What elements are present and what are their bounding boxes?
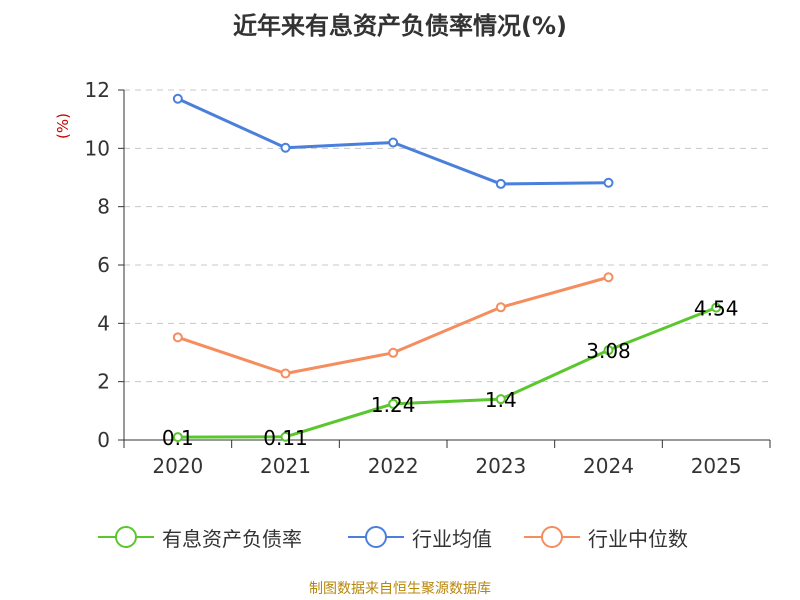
x-tick-label: 2022 bbox=[368, 454, 419, 478]
data-point bbox=[388, 347, 399, 358]
y-tick-label: 6 bbox=[97, 253, 110, 277]
data-point bbox=[280, 431, 291, 442]
chart-title: 近年来有息资产负债率情况(%) bbox=[233, 12, 567, 40]
x-tick-label: 2020 bbox=[152, 454, 203, 478]
data-point bbox=[495, 394, 506, 405]
source-note: 制图数据来自恒生聚源数据库 bbox=[309, 581, 491, 597]
axes: 0 2 4 6 8 10 12 (%) 2020 2021 2022 2023 2024 2025 bbox=[54, 78, 771, 478]
y-axis-label: (%) bbox=[54, 113, 72, 139]
data-label: 1.4 bbox=[485, 388, 517, 412]
data-point bbox=[495, 302, 506, 313]
data-point bbox=[388, 398, 399, 409]
data-label: 4.54 bbox=[694, 297, 739, 321]
y-tick-label: 8 bbox=[97, 195, 110, 219]
data-label: 3.08 bbox=[586, 339, 631, 363]
legend-item[interactable]: 有息资产负债率 bbox=[96, 519, 302, 555]
y-tick-label: 2 bbox=[97, 370, 110, 394]
series-line bbox=[177, 306, 717, 439]
data-label: 0.11 bbox=[263, 426, 308, 450]
data-point bbox=[495, 178, 506, 189]
legend-label: 有息资产负债率 bbox=[162, 526, 302, 551]
legend-marker bbox=[98, 526, 154, 548]
y-tick-label: 12 bbox=[85, 78, 110, 102]
data-point bbox=[388, 137, 399, 148]
data-point bbox=[603, 272, 614, 283]
legend-marker bbox=[524, 526, 580, 548]
legend-label: 行业均值 bbox=[412, 526, 492, 551]
x-tick-label: 2023 bbox=[475, 454, 526, 478]
legend-item[interactable]: 行业中位数 bbox=[522, 519, 688, 555]
legend-marker bbox=[348, 526, 404, 548]
grid-lines bbox=[124, 89, 770, 383]
data-label: 1.24 bbox=[371, 393, 416, 417]
data-point bbox=[280, 142, 291, 153]
y-tick-label: 0 bbox=[97, 428, 110, 452]
x-tick-label: 2025 bbox=[691, 454, 742, 478]
data-point bbox=[172, 93, 183, 104]
data-point bbox=[603, 345, 614, 356]
data-label: 0.1 bbox=[162, 426, 194, 450]
series-lines bbox=[172, 93, 722, 443]
data-labels: 0.1 0.11 1.24 1.4 3.08 4.54 bbox=[162, 297, 739, 451]
y-tick-label: 4 bbox=[97, 311, 110, 335]
x-tick-label: 2024 bbox=[583, 454, 634, 478]
legend-item[interactable]: 行业均值 bbox=[346, 519, 492, 555]
data-point bbox=[280, 368, 291, 379]
data-point bbox=[603, 177, 614, 188]
y-tick-label: 10 bbox=[85, 136, 110, 160]
series-line bbox=[177, 275, 609, 375]
data-point bbox=[172, 332, 183, 343]
legend-label: 行业中位数 bbox=[588, 526, 688, 551]
legend: 有息资产负债率 行业均值 行业中位数 bbox=[0, 519, 800, 555]
data-point bbox=[172, 432, 183, 443]
x-tick-label: 2021 bbox=[260, 454, 311, 478]
data-point bbox=[711, 302, 722, 313]
